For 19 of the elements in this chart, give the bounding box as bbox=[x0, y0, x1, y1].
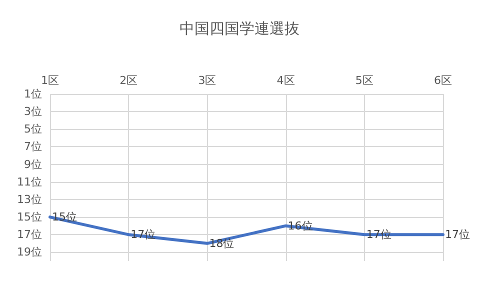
y-tick-label: 17位 bbox=[17, 228, 42, 242]
y-tick-label: 11位 bbox=[17, 175, 42, 188]
y-tick-label: 7位 bbox=[24, 140, 42, 154]
x-tick-label: 1区 bbox=[41, 74, 59, 87]
y-tick-label: 1位 bbox=[24, 88, 42, 100]
y-tick-label: 9位 bbox=[24, 158, 42, 171]
y-tick-label: 3位 bbox=[24, 105, 42, 118]
chart-title: 中国四国学連選抜 bbox=[180, 20, 300, 38]
y-tick-label: 19位 bbox=[17, 246, 42, 259]
x-tick-label: 3区 bbox=[198, 74, 216, 87]
y-tick-label: 15位 bbox=[17, 210, 42, 224]
x-tick-label: 2区 bbox=[120, 74, 138, 87]
y-tick-label: 5位 bbox=[24, 122, 42, 136]
x-tick-label: 5区 bbox=[355, 74, 374, 87]
y-tick-label: 13位 bbox=[17, 192, 42, 206]
data-label: 17位 bbox=[366, 228, 392, 242]
data-label: 17位 bbox=[445, 228, 470, 242]
x-tick-label: 4区 bbox=[276, 74, 295, 87]
x-tick-label: 6区 bbox=[434, 74, 452, 87]
